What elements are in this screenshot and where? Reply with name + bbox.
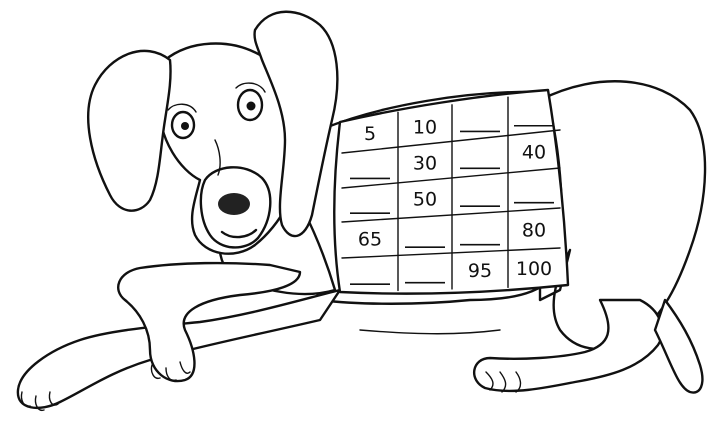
dog-left-pupil	[181, 122, 189, 130]
hind-paw-toes	[485, 371, 522, 393]
grid-row-line	[341, 247, 561, 259]
front-paw-toes	[20, 391, 59, 411]
grid-cell-number: 30	[413, 152, 437, 174]
grid-row-line	[341, 129, 561, 154]
grid-cell-number: 10	[413, 116, 437, 138]
sweater-number-grid: 5 10 30 40 50 65 80 95 100	[333, 88, 570, 295]
grid-row-line	[341, 167, 561, 189]
grid-cell-number: 40	[522, 142, 546, 164]
grid-cell-number: 80	[522, 219, 546, 241]
dog-right-pupil	[246, 101, 256, 111]
grid-cell-number: 95	[468, 260, 492, 282]
dog-rear-body	[538, 80, 707, 350]
grid-cell-number: 65	[358, 228, 382, 250]
dog-right-ear	[253, 10, 339, 238]
dog-mouth	[220, 228, 258, 239]
dog-nose	[218, 193, 250, 215]
dog-brow-lines	[167, 82, 266, 176]
sweater-outline	[333, 88, 570, 295]
bent-paw-toes	[150, 361, 191, 382]
grid-cell-number: 50	[413, 189, 437, 211]
ground-line	[359, 329, 501, 335]
dog-bent-leg	[117, 261, 302, 383]
sweater-cells: 5 10 30 40 50 65 80 95 100	[350, 116, 554, 286]
grid-cell-number: 100	[516, 258, 552, 280]
grid-row-line	[341, 207, 561, 223]
dog-hind-leg	[473, 298, 664, 393]
dog-left-ear	[87, 49, 172, 212]
dog-tail	[653, 298, 704, 394]
sweater-grid-lines	[341, 96, 561, 292]
grid-cell-number: 5	[364, 123, 376, 145]
